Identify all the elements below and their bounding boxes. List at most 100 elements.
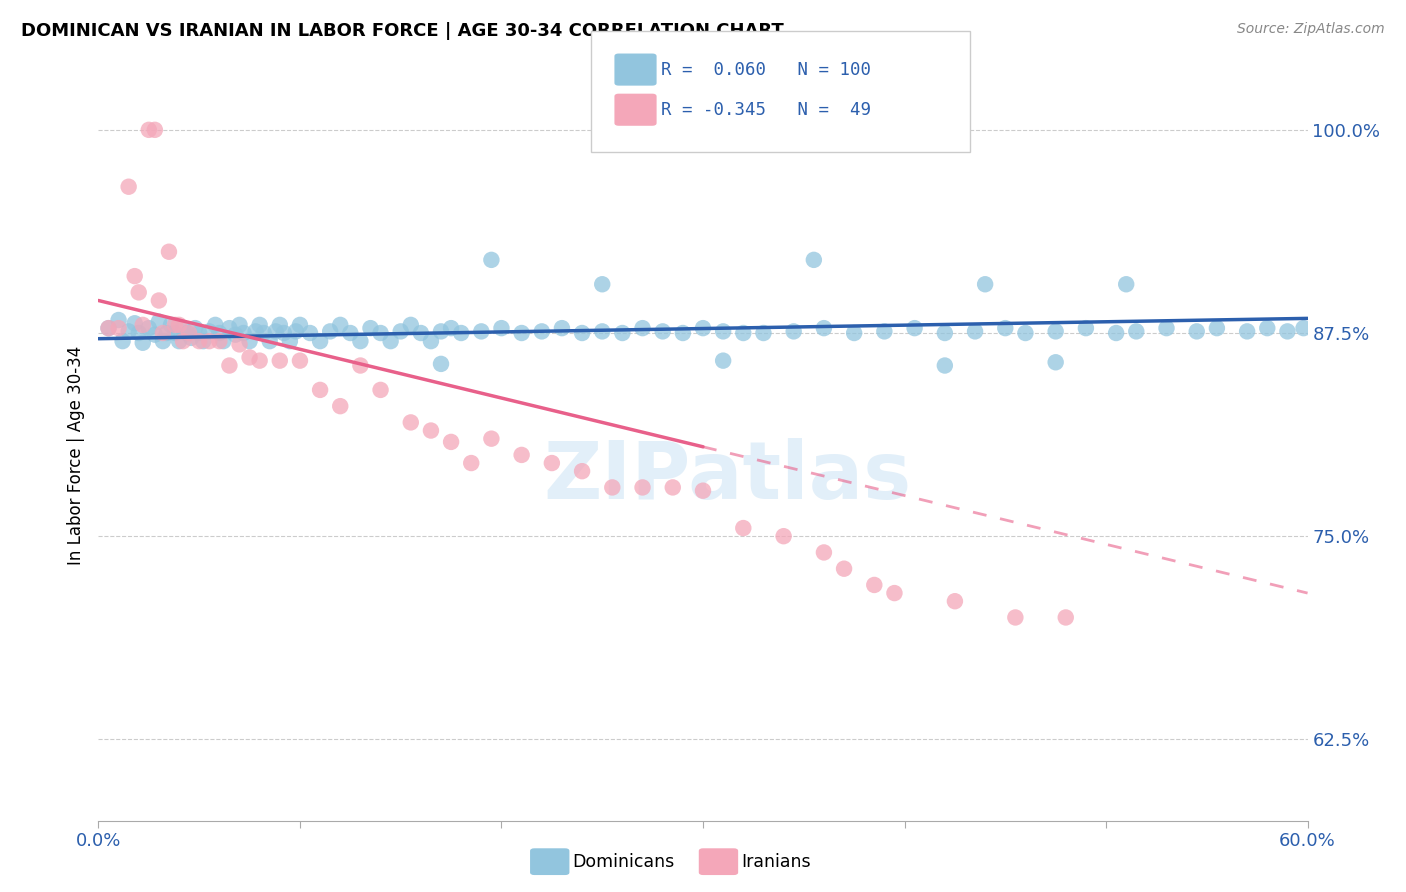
Point (138, 321, 160, 335)
Point (711, 325, 734, 339)
Point (571, 464, 593, 478)
Point (97, 321, 120, 335)
Point (430, 357, 453, 371)
Point (157, 244, 180, 259)
Point (1074, 321, 1097, 335)
Point (661, 480, 683, 494)
Text: DOMINICAN VS IRANIAN IN LABOR FORCE | AGE 30-34 CORRELATION CHART: DOMINICAN VS IRANIAN IN LABOR FORCE | AG… (21, 22, 783, 40)
Point (540, 456, 562, 470)
Point (863, 578, 886, 592)
Point (711, 353, 734, 368)
Point (269, 353, 291, 368)
Text: Iranians: Iranians (741, 853, 811, 871)
Point (772, 529, 794, 543)
Point (152, 334, 174, 348)
Point (273, 326, 295, 340)
Point (844, 326, 866, 340)
Point (97, 321, 120, 335)
Point (1277, 325, 1299, 339)
Point (1105, 326, 1128, 340)
Point (118, 325, 141, 339)
Point (269, 318, 291, 332)
Point (132, 318, 155, 332)
Point (651, 325, 673, 339)
Point (228, 318, 250, 332)
Point (733, 521, 755, 535)
Point (128, 326, 150, 340)
Point (163, 318, 186, 332)
Point (1206, 321, 1229, 335)
Point (440, 321, 463, 335)
Point (309, 383, 332, 397)
Point (198, 325, 221, 339)
Point (943, 594, 966, 608)
Point (733, 326, 755, 340)
Point (111, 334, 134, 348)
Text: R =  0.060   N = 100: R = 0.060 N = 100 (661, 61, 870, 78)
Point (450, 326, 472, 340)
Point (349, 359, 371, 373)
Point (124, 269, 146, 284)
Point (288, 353, 311, 368)
Point (143, 327, 166, 342)
Point (602, 480, 624, 494)
Point (409, 326, 432, 340)
Point (208, 334, 231, 348)
Point (128, 285, 150, 300)
Point (430, 325, 453, 339)
Point (380, 334, 402, 348)
Point (481, 432, 503, 446)
Text: Dominicans: Dominicans (572, 853, 675, 871)
Point (883, 586, 905, 600)
Point (360, 321, 382, 335)
Point (349, 334, 371, 348)
Y-axis label: In Labor Force | Age 30-34: In Labor Force | Age 30-34 (66, 345, 84, 565)
Text: ZIPatlas: ZIPatlas (543, 438, 911, 516)
Point (143, 123, 166, 137)
Point (319, 325, 342, 339)
Point (783, 325, 806, 339)
Point (803, 252, 825, 267)
Point (631, 321, 654, 335)
Point (1004, 610, 1026, 624)
Point (167, 318, 190, 332)
Point (1045, 355, 1067, 369)
Point (132, 335, 155, 350)
Point (138, 123, 160, 137)
Point (1054, 610, 1077, 624)
Point (156, 326, 179, 340)
Point (813, 545, 835, 559)
Point (204, 318, 226, 332)
Point (934, 359, 956, 373)
Point (510, 326, 533, 340)
Point (148, 315, 170, 329)
Point (288, 318, 311, 332)
Point (1014, 326, 1036, 340)
Point (370, 383, 392, 397)
Point (460, 456, 482, 470)
Point (591, 277, 613, 292)
Point (399, 318, 422, 332)
Point (510, 448, 533, 462)
Point (163, 326, 186, 340)
Point (631, 480, 654, 494)
Point (420, 424, 443, 438)
Point (184, 321, 207, 335)
Point (249, 318, 271, 332)
Point (172, 321, 194, 335)
Point (180, 331, 202, 345)
Point (198, 334, 221, 348)
Point (491, 321, 513, 335)
Point (218, 359, 240, 373)
Point (148, 293, 170, 308)
Point (188, 334, 211, 348)
Point (228, 337, 250, 351)
Point (692, 321, 714, 335)
Point (309, 334, 332, 348)
Point (1236, 325, 1258, 339)
Point (107, 313, 129, 327)
Point (172, 334, 194, 348)
Point (692, 483, 714, 498)
Point (152, 326, 174, 340)
Point (612, 326, 634, 340)
